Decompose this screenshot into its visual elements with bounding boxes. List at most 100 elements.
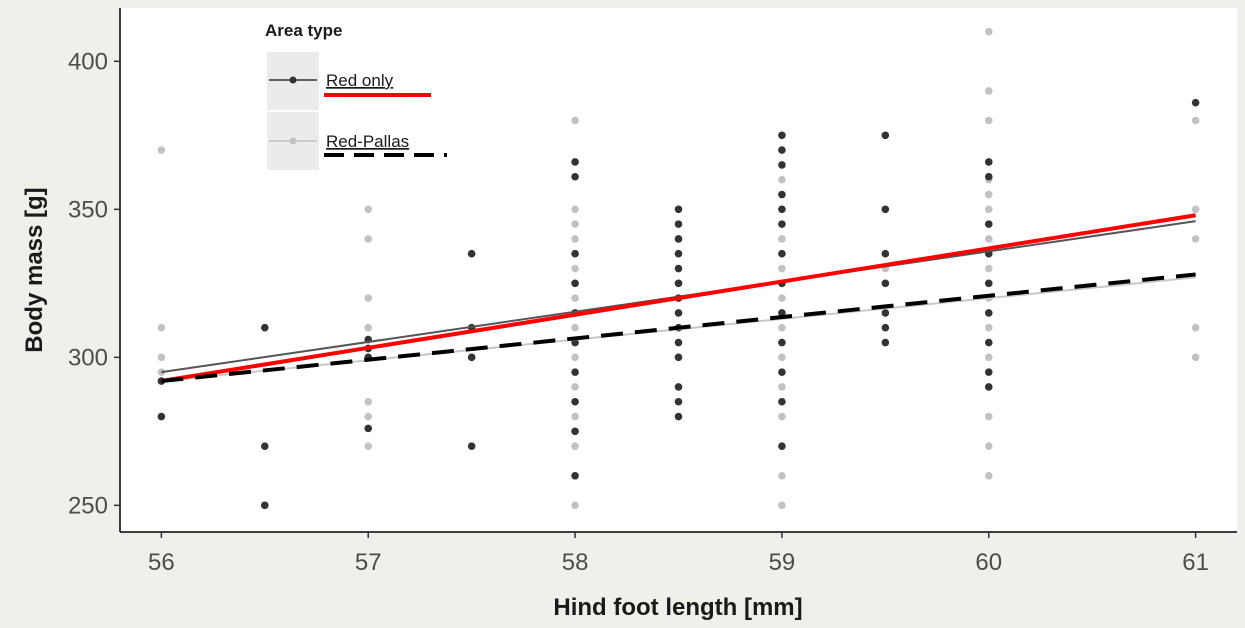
- x-tick-label: 58: [562, 549, 589, 576]
- data-point: [571, 172, 579, 181]
- data-point: [571, 397, 579, 406]
- data-point: [984, 87, 993, 95]
- overlay-black-dashed-line: [161, 272, 1196, 384]
- data-point: [984, 338, 993, 347]
- data-point: [364, 424, 373, 433]
- data-point: [778, 190, 786, 199]
- data-point: [571, 368, 579, 376]
- data-point: [1191, 116, 1200, 125]
- x-tick-label: 59: [769, 549, 796, 576]
- data-point: [571, 235, 579, 243]
- data-point: [467, 249, 476, 258]
- legend-key-red-only-point: [289, 76, 297, 84]
- data-point: [571, 383, 579, 391]
- data-point: [674, 309, 683, 317]
- x-axis-title: Hind foot length [mm]: [553, 594, 802, 621]
- data-point: [571, 501, 579, 510]
- data-point: [778, 368, 786, 376]
- data-point: [881, 323, 890, 332]
- data-point: [571, 249, 579, 258]
- data-point: [778, 131, 786, 140]
- data-point: [571, 412, 579, 421]
- data-point: [571, 279, 579, 288]
- data-point: [571, 353, 579, 362]
- data-point: [674, 353, 683, 362]
- data-point: [364, 412, 373, 421]
- data-point: [984, 116, 993, 125]
- data-point: [260, 501, 269, 510]
- data-point: [984, 412, 993, 421]
- data-point: [778, 442, 786, 450]
- data-point: [157, 323, 166, 332]
- data-point: [1191, 353, 1200, 362]
- data-point: [778, 294, 786, 302]
- data-point: [881, 309, 890, 317]
- data-point: [778, 383, 786, 391]
- data-point: [260, 323, 269, 332]
- data-point: [778, 161, 786, 169]
- data-point: [778, 397, 786, 406]
- data-point: [467, 353, 476, 362]
- data-point: [157, 353, 166, 362]
- data-point: [984, 190, 993, 199]
- overlay-layer: [161, 213, 1196, 384]
- data-point: [881, 249, 890, 258]
- data-point: [571, 205, 579, 214]
- data-point: [364, 205, 373, 214]
- data-point: [364, 397, 373, 406]
- data-point: [364, 294, 373, 302]
- data-point: [674, 220, 683, 228]
- x-tick-label: 60: [975, 549, 1002, 576]
- x-tick-label: 61: [1182, 549, 1209, 576]
- data-point: [984, 205, 993, 214]
- data-point: [984, 158, 993, 166]
- data-point: [1191, 323, 1200, 332]
- data-point: [571, 471, 579, 480]
- data-point: [571, 442, 579, 450]
- x-tick-label: 57: [355, 549, 382, 576]
- data-point: [571, 427, 579, 436]
- data-point: [674, 279, 683, 288]
- data-point: [881, 338, 890, 347]
- data-point: [984, 309, 993, 317]
- data-point: [778, 323, 786, 332]
- data-point: [984, 220, 993, 228]
- legend-label-red-pallas: Red-Pallas: [326, 132, 409, 151]
- data-point: [778, 471, 786, 480]
- data-point: [778, 412, 786, 421]
- legend: Area type Red only Red-Pallas: [265, 21, 447, 170]
- y-tick-label: 400: [68, 48, 108, 75]
- data-point: [1191, 205, 1200, 214]
- data-point: [674, 235, 683, 243]
- data-point: [778, 175, 786, 184]
- data-point: [674, 338, 683, 347]
- legend-key-red-pallas-point: [289, 137, 297, 145]
- data-point: [674, 412, 683, 421]
- data-point: [778, 146, 786, 154]
- data-point: [984, 172, 993, 181]
- data-point: [778, 338, 786, 347]
- data-point: [571, 220, 579, 228]
- data-point: [571, 323, 579, 332]
- x-tick-label: 56: [148, 549, 175, 576]
- data-point: [778, 353, 786, 362]
- data-point: [984, 323, 993, 332]
- data-point: [571, 294, 579, 302]
- data-point: [571, 158, 579, 166]
- data-point: [984, 471, 993, 480]
- data-point: [881, 205, 890, 214]
- data-point: [674, 264, 683, 273]
- data-point: [778, 249, 786, 258]
- legend-title: Area type: [265, 21, 342, 40]
- data-point: [157, 146, 166, 154]
- data-point: [157, 412, 166, 421]
- data-point: [984, 383, 993, 391]
- data-point: [778, 220, 786, 228]
- series-red-pallas: [157, 27, 1200, 510]
- data-point: [984, 442, 993, 450]
- data-point: [674, 205, 683, 214]
- y-tick-label: 300: [68, 344, 108, 371]
- data-point: [1191, 235, 1200, 243]
- data-point: [984, 27, 993, 36]
